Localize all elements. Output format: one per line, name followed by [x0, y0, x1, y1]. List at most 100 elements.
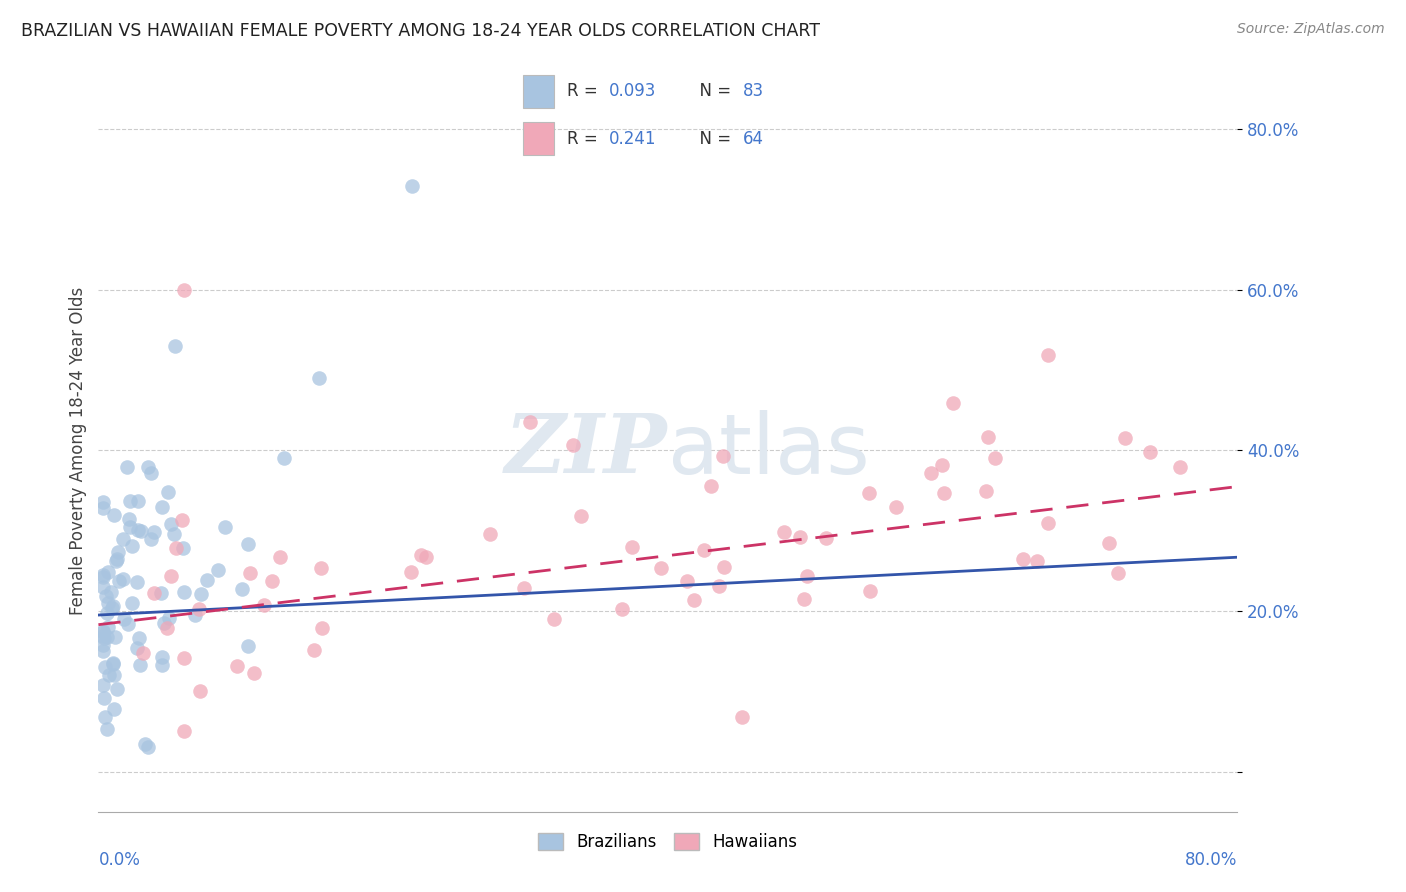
Point — [401, 178, 423, 193]
Point — [127, 493, 149, 508]
Point — [121, 596, 143, 610]
Point — [120, 520, 142, 534]
Point — [207, 563, 229, 577]
Point — [183, 608, 205, 623]
Point — [101, 656, 124, 670]
Text: 64: 64 — [742, 129, 763, 147]
Point — [96, 606, 118, 620]
Point — [101, 599, 124, 613]
Point — [711, 449, 734, 463]
Point — [91, 580, 114, 594]
Point — [134, 737, 156, 751]
Point — [104, 554, 127, 568]
Point — [519, 415, 541, 429]
Point — [157, 610, 180, 624]
Point — [700, 479, 723, 493]
Point — [159, 516, 181, 531]
Point — [415, 549, 437, 564]
Point — [170, 513, 193, 527]
Point — [859, 584, 882, 599]
Point — [125, 574, 148, 589]
Point — [91, 570, 114, 584]
Point — [1036, 516, 1059, 530]
Point — [103, 508, 125, 522]
Point — [190, 587, 212, 601]
Point — [920, 466, 942, 480]
Point — [858, 485, 880, 500]
Point — [142, 585, 165, 599]
Point — [118, 511, 141, 525]
Point — [105, 681, 128, 696]
Point — [96, 723, 118, 737]
Point — [129, 524, 152, 538]
Point — [156, 484, 179, 499]
Point — [1139, 445, 1161, 459]
Point — [96, 589, 118, 603]
Point — [139, 532, 162, 546]
Point — [173, 650, 195, 665]
Text: Source: ZipAtlas.com: Source: ZipAtlas.com — [1237, 22, 1385, 37]
Point — [173, 724, 195, 739]
Legend: Brazilians, Hawaiians: Brazilians, Hawaiians — [531, 826, 804, 857]
Point — [693, 543, 716, 558]
Text: atlas: atlas — [668, 410, 869, 491]
Point — [1107, 566, 1129, 581]
Text: N =: N = — [689, 82, 735, 101]
Point — [91, 501, 114, 516]
Point — [121, 539, 143, 553]
Point — [620, 540, 643, 554]
Point — [543, 612, 565, 626]
Point — [97, 667, 120, 681]
Point — [273, 451, 295, 466]
Point — [610, 601, 633, 615]
Point — [571, 509, 593, 524]
Point — [103, 702, 125, 716]
Text: BRAZILIAN VS HAWAIIAN FEMALE POVERTY AMONG 18-24 YEAR OLDS CORRELATION CHART: BRAZILIAN VS HAWAIIAN FEMALE POVERTY AMO… — [21, 22, 820, 40]
Point — [91, 629, 114, 643]
Text: 0.093: 0.093 — [609, 82, 657, 101]
Bar — [523, 75, 554, 108]
Point — [107, 545, 129, 559]
Point — [974, 484, 997, 499]
Point — [188, 602, 211, 616]
Point — [91, 678, 114, 692]
Point — [105, 551, 128, 566]
Point — [118, 493, 141, 508]
Point — [132, 646, 155, 660]
Point — [150, 649, 173, 664]
Point — [931, 458, 953, 472]
Point — [128, 632, 150, 646]
Point — [101, 657, 124, 671]
Point — [108, 574, 131, 588]
Point — [796, 569, 818, 583]
Point — [97, 620, 120, 634]
Point — [1012, 551, 1035, 566]
Point — [884, 500, 907, 514]
Point — [150, 657, 173, 672]
Point — [231, 582, 253, 596]
Point — [253, 598, 276, 612]
Point — [1098, 536, 1121, 550]
Text: 83: 83 — [742, 82, 763, 101]
Point — [100, 585, 122, 599]
Point — [1170, 459, 1192, 474]
Point — [94, 710, 117, 724]
Point — [214, 519, 236, 533]
Point — [399, 565, 422, 579]
Point — [675, 574, 697, 588]
Point — [150, 585, 173, 599]
Point — [269, 550, 291, 565]
Point — [91, 625, 114, 640]
Point — [1025, 554, 1047, 568]
Point — [91, 644, 114, 658]
Point — [112, 572, 135, 586]
Point — [731, 710, 754, 724]
Point — [129, 658, 152, 673]
Point — [127, 640, 149, 655]
Point — [163, 527, 186, 541]
Point — [308, 371, 330, 385]
Point — [127, 523, 149, 537]
Point — [1036, 348, 1059, 362]
Point — [163, 339, 186, 353]
Point — [707, 579, 730, 593]
